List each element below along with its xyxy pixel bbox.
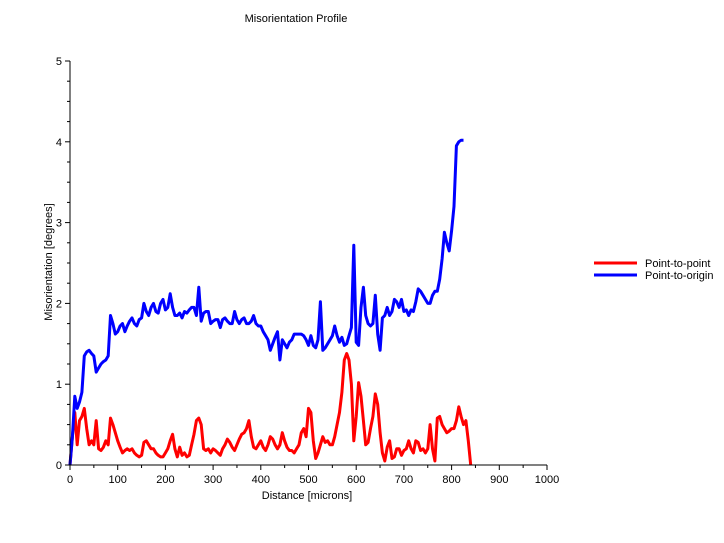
x-tick-label: 200 bbox=[156, 474, 174, 486]
series-line-point-to-origin bbox=[68, 138, 464, 466]
chart-title: Misorientation Profile bbox=[245, 13, 348, 25]
y-tick-label: 3 bbox=[56, 218, 62, 230]
x-tick-label: 0 bbox=[67, 474, 73, 486]
y-tick-label: 5 bbox=[56, 56, 62, 68]
y-tick-label: 0 bbox=[56, 460, 62, 472]
legend-label: Point-to-point bbox=[645, 258, 710, 270]
plot-area bbox=[68, 138, 473, 466]
x-tick-label: 300 bbox=[204, 474, 222, 486]
x-tick-label: 900 bbox=[490, 474, 508, 486]
x-axis-label: Distance [microns] bbox=[262, 490, 352, 502]
y-tick-label: 1 bbox=[56, 379, 62, 391]
x-tick-label: 800 bbox=[442, 474, 460, 486]
y-axis-label: Misorientation [degrees] bbox=[43, 203, 55, 320]
x-tick-label: 600 bbox=[347, 474, 365, 486]
y-tick-label: 2 bbox=[56, 298, 62, 310]
x-tick-label: 400 bbox=[252, 474, 270, 486]
y-tick-group: 0 1 2 3 4 5 bbox=[56, 56, 70, 472]
x-tick-label: 500 bbox=[299, 474, 317, 486]
x-tick-label: 700 bbox=[395, 474, 413, 486]
legend-label: Point-to-origin bbox=[645, 270, 713, 282]
x-tick-group: 0 100 200 300 400 500 600 700 800 900 1000 bbox=[67, 465, 559, 486]
x-tick-label: 100 bbox=[109, 474, 127, 486]
x-tick-label: 1000 bbox=[535, 474, 559, 486]
series-line-point-to-point bbox=[68, 352, 473, 466]
y-tick-label: 4 bbox=[56, 137, 62, 149]
